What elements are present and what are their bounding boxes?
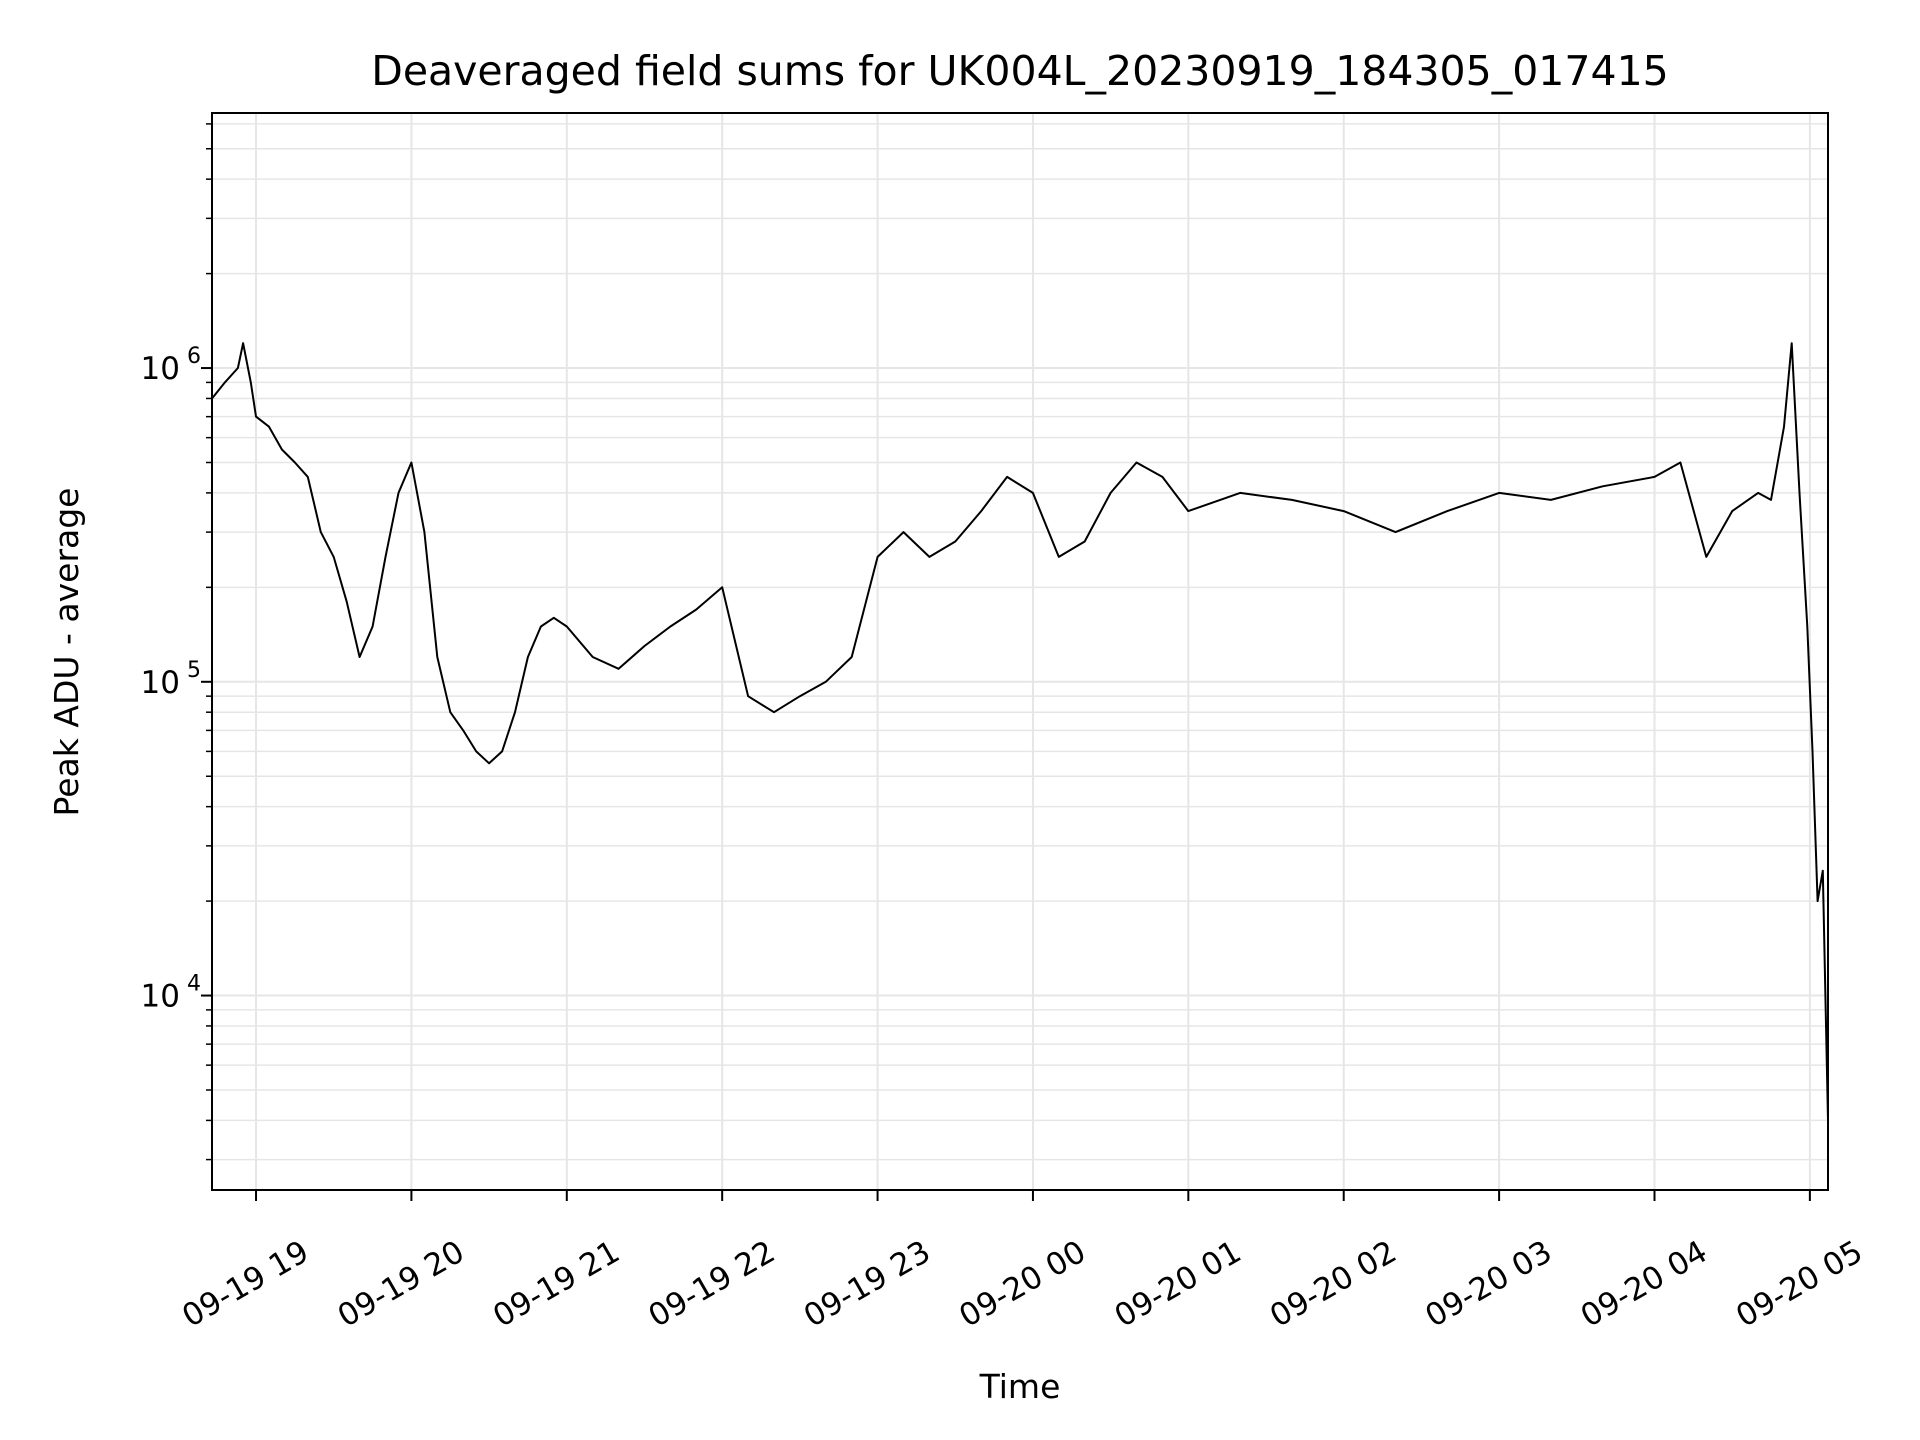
grid-major [212, 113, 1828, 1190]
y-tick-label: 10 [141, 665, 180, 701]
series-line-group [211, 342, 1829, 1121]
series-line [211, 342, 1829, 1121]
chart-title: Deaveraged field sums for UK004L_2023091… [371, 47, 1669, 95]
x-axis-label: Time [979, 1367, 1061, 1406]
y-tick-exponent: 4 [187, 972, 201, 997]
y-tick-label: 10 [141, 979, 180, 1015]
axis-ticks [201, 123, 1811, 1201]
axes-frame [211, 112, 1829, 1191]
grid-minor [212, 123, 1828, 1161]
y-tick-labels: 10 4 10 5 10 6 [141, 344, 201, 1014]
y-tick-label: 10 [141, 351, 180, 387]
y-tick-exponent: 6 [187, 344, 201, 369]
y-axis-label: Peak ADU - average [47, 488, 86, 817]
y-tick-exponent: 5 [187, 658, 201, 683]
